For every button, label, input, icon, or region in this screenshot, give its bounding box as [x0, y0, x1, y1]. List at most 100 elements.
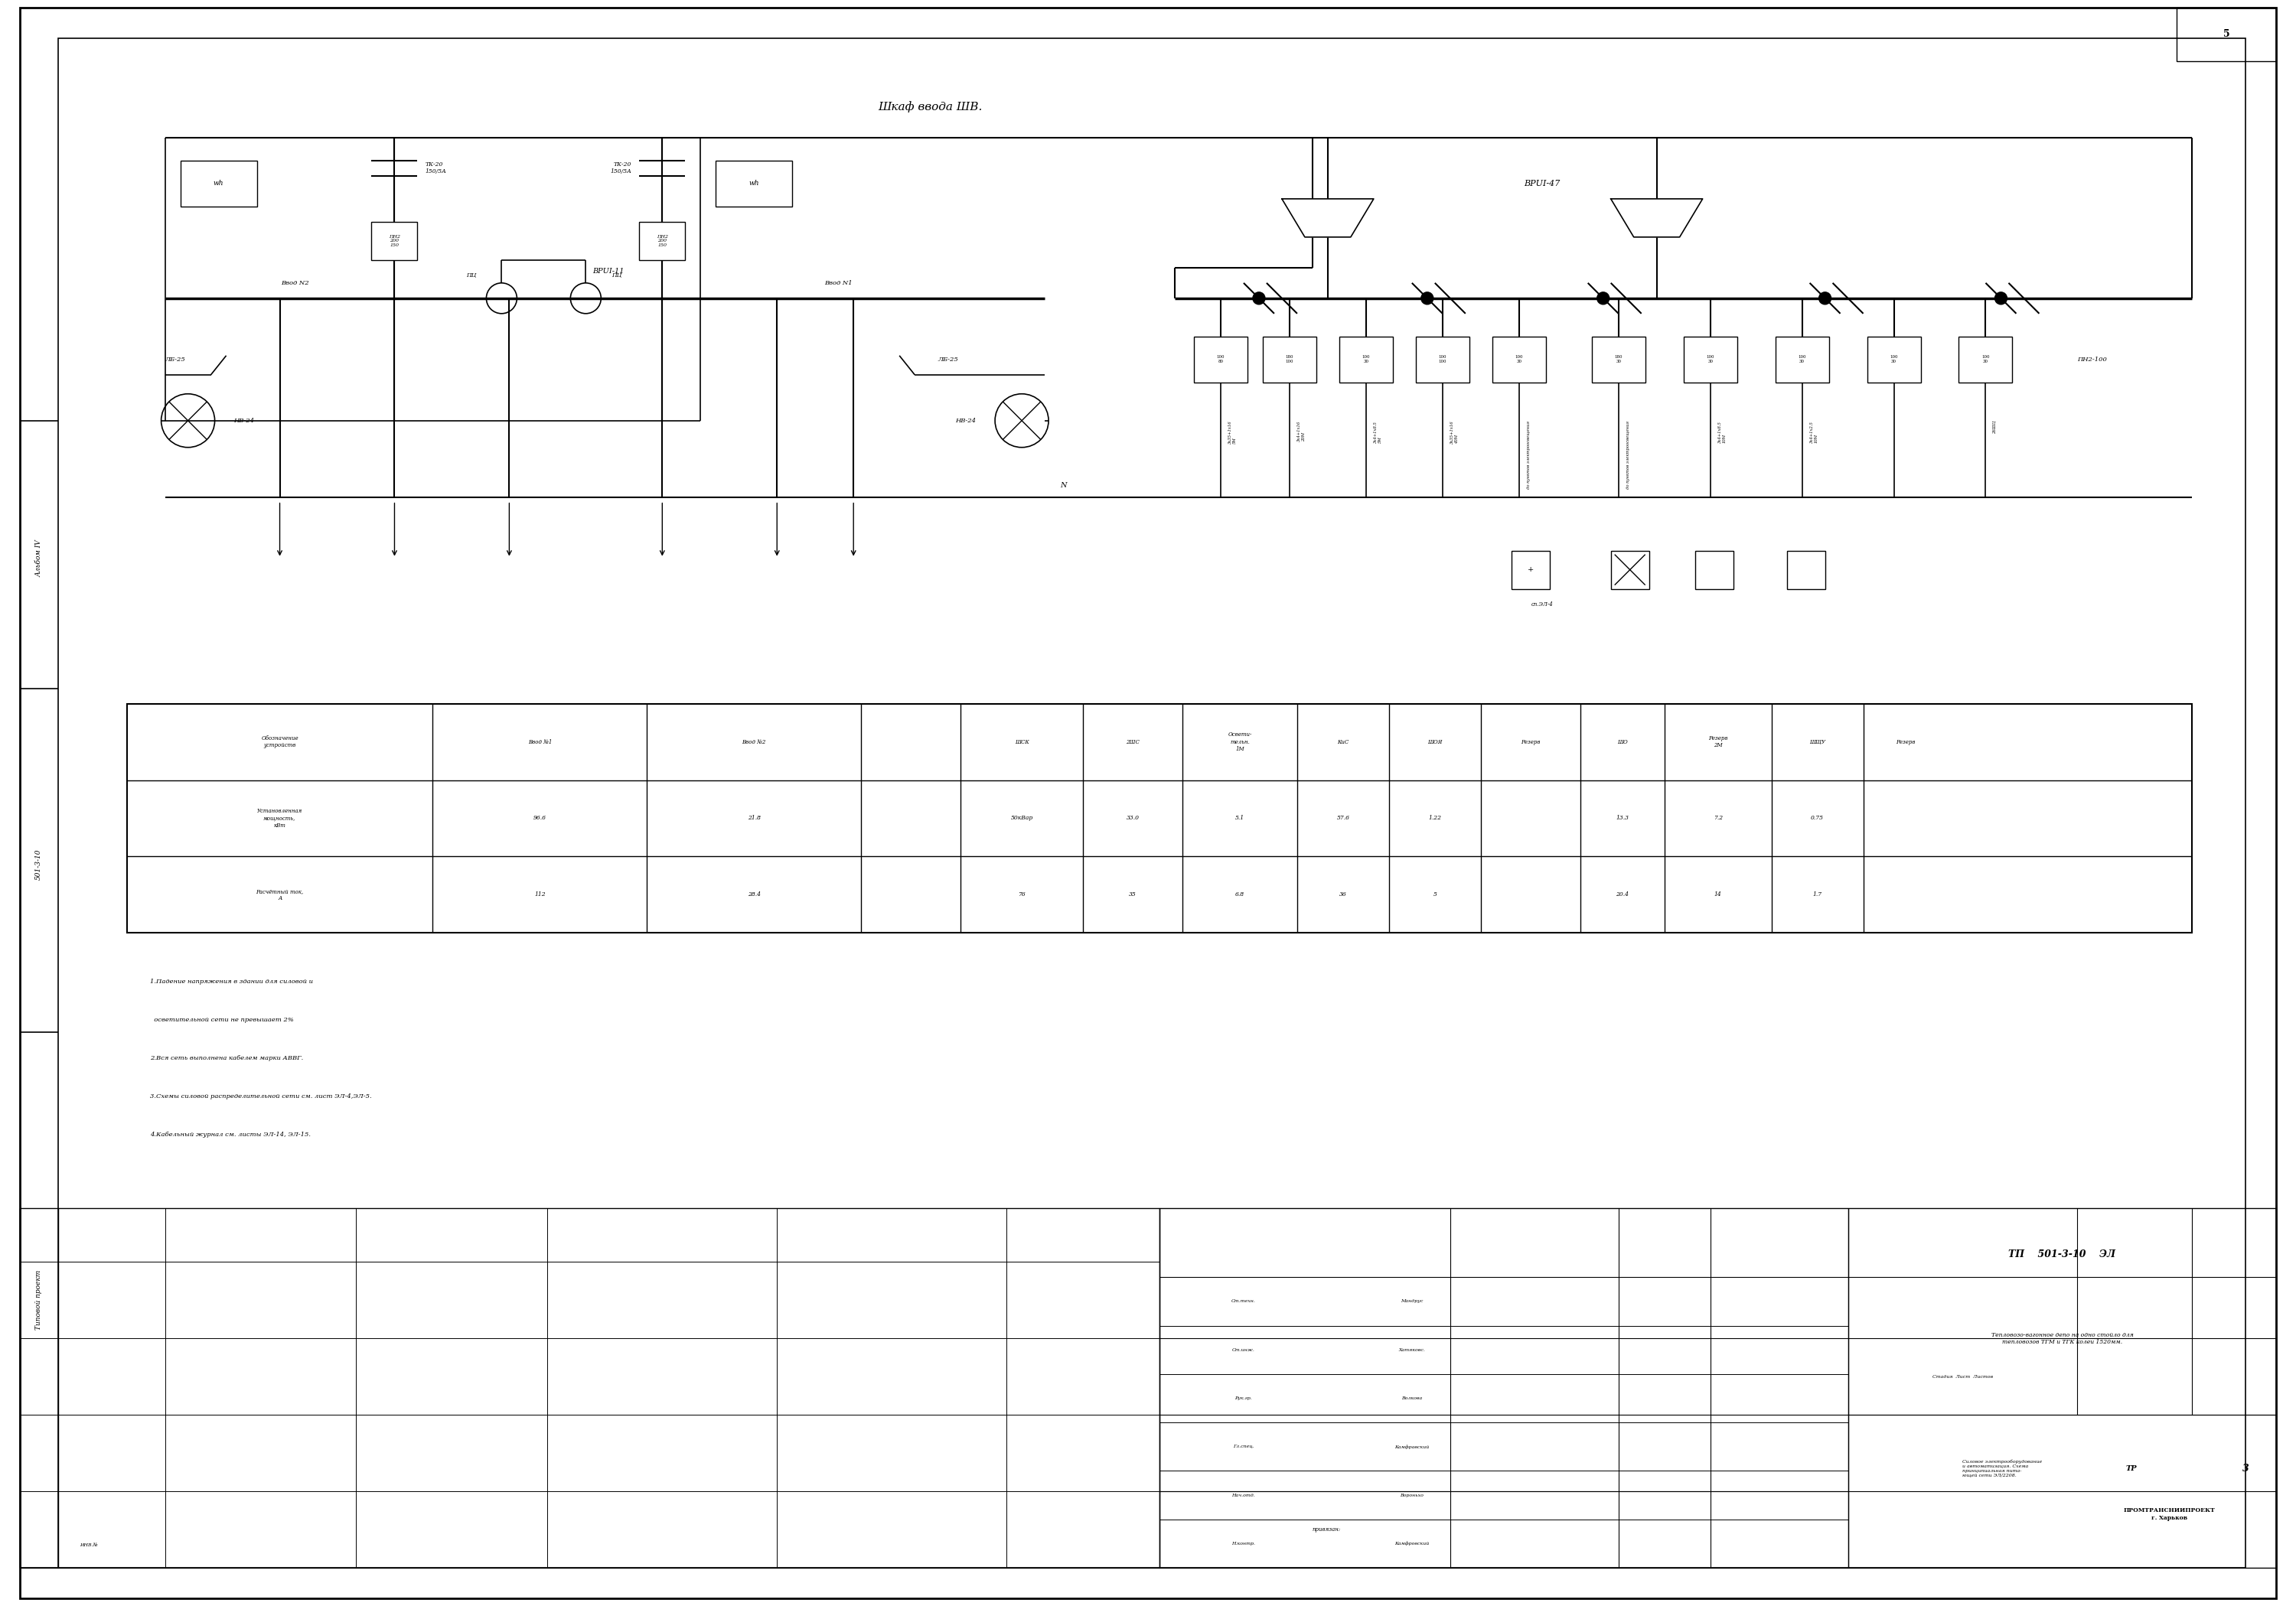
Polygon shape: [1612, 199, 1704, 238]
Text: Хатяковс.: Хатяковс.: [1398, 1347, 1426, 1352]
Bar: [1591, 337, 1646, 382]
Text: 14: 14: [1715, 891, 1722, 898]
Text: 100
30: 100 30: [1515, 355, 1522, 363]
Text: до пунктов электроосвещения: до пунктов электроосвещения: [1626, 421, 1630, 488]
Text: 20.4: 20.4: [1616, 891, 1628, 898]
Text: до пунктов электроосвещения: до пунктов электроосвещения: [1527, 421, 1531, 488]
Text: 112: 112: [535, 891, 546, 898]
Text: Альбом IV: Альбом IV: [34, 540, 41, 577]
Text: 1.7: 1.7: [1814, 891, 1823, 898]
Text: 3х4+1х2.5
10М: 3х4+1х2.5 10М: [1809, 421, 1818, 443]
Text: N: N: [1061, 482, 1068, 490]
Text: Силовое электрооборудование
и автоматизация. Схема
принципиальная пита-
ющей сет: Силовое электрооборудование и автоматиза…: [1963, 1460, 2043, 1478]
Circle shape: [1995, 292, 2007, 305]
Text: 2ШС: 2ШС: [1125, 739, 1139, 745]
Bar: [181, 161, 257, 207]
Text: 36: 36: [1339, 891, 1348, 898]
Text: Шкаф ввода ШВ.: Шкаф ввода ШВ.: [877, 101, 983, 112]
Text: 3х4+1х16
20М: 3х4+1х16 20М: [1297, 421, 1306, 442]
Text: Нач.отд.: Нач.отд.: [1233, 1494, 1256, 1497]
Text: 3: 3: [2243, 1463, 2250, 1473]
Bar: [126, 703, 2193, 933]
Bar: [1263, 337, 1316, 382]
Text: ТК-20
150/5А: ТК-20 150/5А: [611, 162, 631, 175]
Text: 7.2: 7.2: [1713, 816, 1722, 821]
Bar: [1511, 551, 1550, 589]
Bar: [638, 222, 684, 260]
Bar: [1775, 337, 1830, 382]
Text: 4.Кабельный журнал см. листы ЭЛ-14, ЭЛ-15.: 4.Кабельный журнал см. листы ЭЛ-14, ЭЛ-1…: [149, 1132, 310, 1139]
Text: НВ-24: НВ-24: [955, 418, 976, 424]
Text: Ввод №1: Ввод №1: [528, 739, 551, 745]
Text: Резерв
2М: Резерв 2М: [1708, 736, 1727, 748]
Text: 28.4: 28.4: [748, 891, 760, 898]
Text: ШО: ШО: [1616, 739, 1628, 745]
Text: 501-3-10: 501-3-10: [34, 848, 41, 880]
Text: Расчётный ток,
А: Расчётный ток, А: [255, 888, 303, 901]
Text: 96.6: 96.6: [533, 816, 546, 821]
Text: 5: 5: [1433, 891, 1437, 898]
Bar: [1867, 337, 1922, 382]
Text: ШСК: ШСК: [1015, 739, 1029, 745]
Bar: [1492, 337, 1545, 382]
Text: 13.3: 13.3: [1616, 816, 1628, 821]
Text: 6.8: 6.8: [1235, 891, 1244, 898]
Text: Камфровский: Камфровский: [1394, 1542, 1428, 1545]
Circle shape: [1598, 292, 1609, 305]
Text: Гл.спец.: Гл.спец.: [1233, 1445, 1254, 1449]
Bar: [1612, 551, 1649, 589]
Text: 2.Вся сеть выполнена кабелем марки АВВГ.: 2.Вся сеть выполнена кабелем марки АВВГ.: [149, 1055, 303, 1062]
Text: 3х4+1х8.5
5М: 3х4+1х8.5 5М: [1373, 421, 1382, 443]
Bar: [1958, 337, 2011, 382]
Bar: [1786, 551, 1825, 589]
Text: ШОЯ: ШОЯ: [1428, 739, 1442, 745]
Text: Вороньхо: Вороньхо: [1401, 1494, 1424, 1497]
Text: 5: 5: [2223, 29, 2229, 40]
Text: ПРОМТРАНСНИИПРОЕКТ
г. Харьков: ПРОМТРАНСНИИПРОЕКТ г. Харьков: [2124, 1508, 2216, 1521]
Bar: [372, 222, 418, 260]
Text: ПН2
200
150: ПН2 200 150: [657, 234, 668, 247]
Text: Резерв: Резерв: [1896, 739, 1915, 745]
Text: Волкова: Волкова: [1401, 1396, 1421, 1400]
Text: Типовой проект: Типовой проект: [34, 1270, 41, 1330]
Text: ЛБ-25: ЛБ-25: [165, 357, 186, 363]
Text: 1.22: 1.22: [1428, 816, 1442, 821]
Text: Камфравский: Камфравский: [1394, 1444, 1428, 1449]
Text: 100
30: 100 30: [1706, 355, 1715, 363]
Text: ПЦ: ПЦ: [466, 273, 475, 278]
Text: Установленная
мощность,
кВт: Установленная мощность, кВт: [257, 808, 303, 829]
Text: привязан:: привязан:: [1313, 1526, 1341, 1532]
Text: 100
80: 100 80: [1217, 355, 1224, 363]
Text: 0.75: 0.75: [1812, 816, 1823, 821]
Text: ЛБ-25: ЛБ-25: [937, 357, 957, 363]
Text: 26ШЦ: 26ШЦ: [1993, 421, 1998, 434]
Circle shape: [1421, 292, 1433, 305]
Text: Ст.инж.: Ст.инж.: [1233, 1347, 1256, 1352]
Text: Ст.техн.: Ст.техн.: [1231, 1299, 1256, 1304]
Text: Обозначение
устройств: Обозначение устройств: [262, 736, 298, 748]
Text: ШЩУ: ШЩУ: [1809, 739, 1825, 745]
Text: 3х35+1х16
40М: 3х35+1х16 40М: [1451, 421, 1458, 443]
Text: осветительной сети не превышает 2%: осветительной сети не превышает 2%: [149, 1017, 294, 1023]
Text: 21.8: 21.8: [748, 816, 760, 821]
Text: Освети-
тельн.
1М: Освети- тельн. 1М: [1228, 732, 1251, 752]
Text: 33.0: 33.0: [1127, 816, 1139, 821]
Text: ПН2
200
150: ПН2 200 150: [388, 234, 400, 247]
Text: 100
100: 100 100: [1440, 355, 1446, 363]
Text: 57.6: 57.6: [1336, 816, 1350, 821]
Text: 100
30: 100 30: [1890, 355, 1899, 363]
Text: ВРUI-11: ВРUI-11: [592, 268, 625, 275]
Bar: [1194, 337, 1247, 382]
Text: Ввод №2: Ввод №2: [742, 739, 767, 745]
Bar: [1417, 337, 1469, 382]
Bar: [21, 1208, 1159, 1567]
Text: ТР: ТР: [2126, 1465, 2138, 1471]
Text: 100
30: 100 30: [1362, 355, 1371, 363]
Text: Тепловозо-вагонное депо на одно стойло для
тепловозов ТГМ и ТГК колеи 1520мм.: Тепловозо-вагонное депо на одно стойло д…: [1991, 1331, 2133, 1344]
Text: 3.Схемы силовой распределительной сети см. лист ЭЛ-4,ЭЛ-5.: 3.Схемы силовой распределительной сети с…: [149, 1094, 372, 1100]
Bar: [716, 161, 792, 207]
Text: wh: wh: [214, 180, 223, 186]
Bar: [2177, 8, 2275, 61]
Bar: [1159, 1208, 2275, 1567]
Text: Ввод N2: Ввод N2: [280, 279, 310, 286]
